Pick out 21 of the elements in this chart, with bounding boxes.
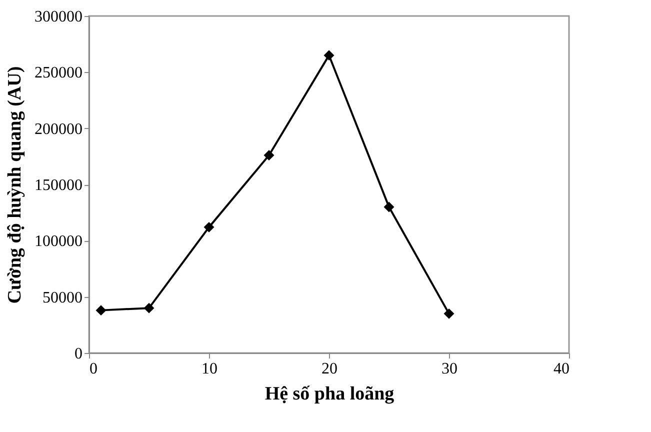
x-tick-label: 40 bbox=[554, 360, 570, 378]
point bbox=[324, 50, 334, 61]
point bbox=[444, 308, 454, 319]
y-tick-label: 250000 bbox=[34, 64, 82, 82]
y-tick-label: 200000 bbox=[34, 120, 82, 138]
x-tick-label: 20 bbox=[322, 360, 338, 378]
y-tick-label: 300000 bbox=[34, 8, 82, 26]
y-tick-label: 0 bbox=[74, 346, 82, 362]
y-tick-label: 100000 bbox=[34, 233, 82, 250]
x-tick-label: 0 bbox=[90, 360, 98, 378]
point bbox=[144, 302, 154, 314]
y-tick-label: 50000 bbox=[42, 289, 82, 306]
y-tick-label: 150000 bbox=[34, 177, 82, 194]
point bbox=[96, 305, 106, 316]
x-axis-title: Hệ số pha loãng bbox=[264, 384, 395, 404]
x-tick-label: 10 bbox=[202, 360, 218, 378]
x-tick-label: 30 bbox=[442, 360, 458, 378]
point bbox=[384, 202, 394, 212]
point bbox=[264, 150, 274, 161]
y-axis-title: Cường độ huỳnh quang (AU) bbox=[4, 66, 26, 304]
point bbox=[204, 222, 214, 232]
